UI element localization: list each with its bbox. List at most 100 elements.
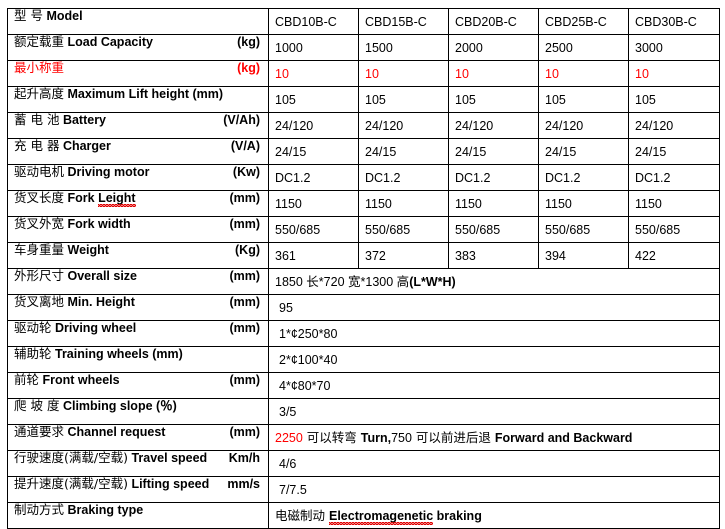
row-value-cell: 24/120	[538, 112, 629, 139]
row-value-cell: 1000	[268, 34, 359, 61]
row-label-unit: (mm)	[229, 191, 260, 206]
table-row: 外形尺寸 Overall size (mm) 1850 长*720 宽*1300 高…	[7, 268, 720, 295]
row-value-merged-cell: 4*¢80*70	[268, 372, 720, 399]
row-value-text: CBD15B-C	[365, 14, 427, 29]
row-label-en: Driving wheel	[55, 321, 137, 336]
row-label: 车身重量 Weight (Kg)	[14, 243, 268, 268]
row-value-merged-cell: 电磁制动 Electromagenetic braking	[268, 502, 720, 529]
value-text-num: 750	[391, 430, 412, 445]
table-row: 爬 坡 度 Climbing slope (％) 3/5	[7, 398, 720, 425]
row-value-cell: 361	[268, 242, 359, 269]
row-label-cn: 货叉离地	[14, 294, 65, 309]
table-row: 货叉外宽 Fork width (mm) 550/685 550/685 550/685…	[7, 216, 720, 243]
row-value-cell: 24/15	[538, 138, 629, 165]
table-row: 驱动轮 Driving wheel (mm) 1*¢250*80	[7, 320, 720, 347]
row-label-cn: 最小称重	[14, 60, 65, 75]
row-label-cell: 蓄 电 池 Battery (V/Ah)	[7, 112, 269, 139]
row-value-cell: 550/685	[448, 216, 539, 243]
row-label: 货叉长度 Fork Leight (mm)	[14, 190, 268, 216]
value-text-cn: 电磁制动	[275, 507, 329, 523]
row-label-cell: 通道要求 Channel request (mm)	[7, 424, 269, 451]
row-value-cell: 550/685	[358, 216, 449, 243]
row-value-text: 1150	[635, 196, 662, 211]
row-value-text: 24/15	[635, 144, 667, 159]
row-value-cell: DC1.2	[358, 164, 449, 191]
row-value-text: 24/120	[455, 118, 494, 133]
row-label-en: Battery	[62, 113, 107, 128]
row-value-text: 550/685	[455, 222, 501, 237]
row-value-merged-cell: 7/7.5	[268, 476, 720, 503]
row-label-cell: 提升速度(满载/空载) Lifting speed mm/s	[7, 476, 269, 503]
value-text-cn: 可以转弯	[302, 429, 361, 445]
row-label-cn: 制动方式	[14, 502, 65, 517]
table-row: 蓄 电 池 Battery (V/Ah) 24/120 24/120 24/120 24/…	[7, 112, 720, 139]
row-label-cell: 最小称重 (kg)	[7, 60, 269, 87]
row-value-text: 24/120	[635, 118, 674, 133]
row-label-cn: 行驶速度(满载/空载)	[14, 450, 128, 465]
row-value-text: 24/120	[275, 118, 314, 133]
value-text-cn: 宽	[348, 273, 361, 289]
table-row: 制动方式 Braking type 电磁制动 Electromagenetic b…	[7, 502, 720, 529]
row-label: 充 电 器 Charger (V/A)	[14, 140, 268, 164]
row-label: 辅助轮 Training wheels (mm)	[14, 346, 268, 372]
row-value-text: DC1.2	[635, 170, 671, 185]
row-label-en: Fork width	[67, 217, 131, 232]
row-value-text: DC1.2	[365, 170, 401, 185]
row-value-cell: 550/685	[268, 216, 359, 243]
row-value-text: 1150	[275, 196, 302, 211]
row-value-cell: CBD20B-C	[448, 8, 539, 35]
table-row: 货叉离地 Min. Height (mm) 95	[7, 294, 720, 321]
row-label: 货叉离地 Min. Height (mm)	[14, 294, 268, 320]
row-value-text: 10	[545, 66, 559, 81]
row-value-text: 105	[455, 92, 476, 107]
row-label-en: Lifting speed	[131, 477, 210, 492]
row-value-text: 10	[365, 66, 379, 81]
row-label-en: Travel speed	[131, 451, 208, 466]
row-value-text: 4/6	[279, 456, 297, 471]
row-label-en: Climbing slope (％)	[62, 399, 177, 414]
row-label-unit: (V/Ah)	[223, 113, 260, 128]
row-value-text: 2000	[455, 40, 483, 55]
row-value-text: 3/5	[279, 404, 297, 419]
row-value-cell: 1150	[268, 190, 359, 217]
row-value-merged-cell: 95	[268, 294, 720, 321]
row-label-cn: 辅助轮	[14, 346, 52, 361]
spec-sheet: 型 号 Model CBD10B-C CBD15B-C CBD20B-C CBD25B-…	[7, 8, 720, 529]
row-label-unit: (mm)	[229, 269, 260, 284]
row-label-en-misspelled: Leight	[98, 191, 136, 207]
row-label-cell: 货叉外宽 Fork width (mm)	[7, 216, 269, 243]
value-text-misspelled: Electromagenetic	[328, 508, 434, 525]
row-value-text: 4*¢80*70	[279, 378, 331, 393]
row-label: 爬 坡 度 Climbing slope (％)	[14, 399, 268, 424]
value-text-num: *1300	[360, 274, 397, 289]
row-value-cell: 550/685	[628, 216, 720, 243]
row-value-cell: 10	[628, 60, 720, 87]
row-value-text: 1500	[365, 40, 393, 55]
row-value-cell: 2500	[538, 34, 629, 61]
row-value-text: 422	[635, 248, 656, 263]
row-value-cell: 3000	[628, 34, 720, 61]
row-label-unit: (Kg)	[235, 243, 260, 258]
table-row: 充 电 器 Charger (V/A) 24/15 24/15 24/15 24/15 24…	[7, 138, 720, 165]
row-label-unit: (kg)	[237, 61, 260, 76]
row-value-cell: 105	[268, 86, 359, 113]
row-value-cell: 550/685	[538, 216, 629, 243]
row-value-text: 105	[275, 92, 296, 107]
row-value-cell: 10	[448, 60, 539, 87]
row-label-cn: 货叉长度	[14, 190, 65, 205]
row-label-unit: (mm)	[229, 373, 260, 388]
row-value-cell: 1500	[358, 34, 449, 61]
row-label-unit: (mm)	[229, 425, 260, 440]
value-text-cn: 长	[306, 273, 319, 289]
row-value-cell: DC1.2	[628, 164, 720, 191]
row-value-merged-cell: 1850 长*720 宽*1300 高(L*W*H)	[268, 268, 720, 295]
row-label-cell: 型 号 Model	[7, 8, 269, 35]
table-row: 通道要求 Channel request (mm) 2250 可以转弯 Turn,7…	[7, 424, 720, 451]
row-label-en-word: Fork	[67, 191, 99, 206]
row-label-cell: 驱动电机 Driving motor (Kw)	[7, 164, 269, 191]
row-label-cell: 车身重量 Weight (Kg)	[7, 242, 269, 269]
row-label-en: Training wheels (mm)	[55, 347, 183, 362]
row-label-en: Load Capacity	[67, 35, 153, 50]
row-value-cell: 24/15	[268, 138, 359, 165]
row-label-cn: 驱动轮	[14, 320, 52, 335]
